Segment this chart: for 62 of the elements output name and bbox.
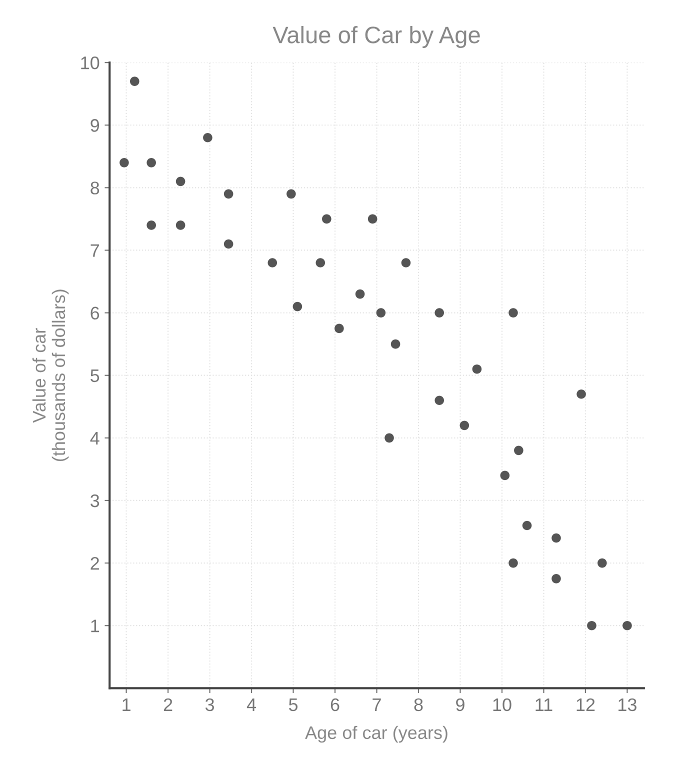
x-tick-label: 2	[164, 698, 172, 711]
point	[472, 364, 482, 374]
point	[224, 189, 234, 199]
x-tick-label: 1	[122, 698, 130, 711]
point	[376, 308, 386, 318]
x-tick-label: 12	[576, 698, 595, 711]
y-tick-label: 1	[91, 620, 99, 632]
point	[434, 396, 444, 406]
point	[368, 214, 378, 224]
point	[120, 158, 129, 168]
point	[176, 220, 186, 230]
x-tick-label: 9	[456, 698, 464, 712]
point	[522, 520, 532, 530]
point	[500, 470, 510, 480]
x-tick-label: 10	[493, 698, 512, 712]
x-tick-label: 3	[205, 698, 214, 712]
y-tick-label: 6	[90, 306, 100, 320]
point	[401, 258, 411, 268]
y-tick-label: 4	[90, 432, 100, 444]
point	[460, 420, 470, 430]
y-tick-label: 7	[90, 244, 99, 257]
point	[334, 324, 344, 334]
x-tick-label: 4	[246, 698, 256, 711]
point	[224, 239, 234, 249]
point	[508, 308, 518, 318]
x-axis-title: Age of car (years)	[305, 726, 448, 743]
y-tick-label: 8	[90, 182, 100, 194]
x-tick-label: 6	[330, 698, 340, 712]
y-tick-label: 10	[81, 56, 100, 70]
point	[508, 558, 518, 568]
x-tick-label: 13	[618, 698, 636, 712]
y-tick-label: 2	[90, 556, 99, 570]
point	[146, 220, 156, 230]
point	[384, 433, 394, 443]
point	[146, 158, 156, 168]
point	[576, 389, 586, 399]
point	[176, 176, 186, 186]
point	[552, 533, 561, 543]
point	[355, 289, 365, 299]
point	[130, 76, 140, 86]
x-tick-label: 8	[414, 698, 423, 712]
x-tick-label: 5	[288, 698, 298, 712]
y-axis-title: Value of car (thousands of dollars)	[32, 290, 69, 462]
point	[316, 258, 326, 268]
point	[390, 339, 400, 349]
x-tick-label: 11	[536, 698, 552, 711]
point	[286, 189, 296, 199]
y-tick-label: 9	[90, 119, 100, 132]
y-tick-label: 3	[90, 494, 100, 508]
x-tick-label: 7	[372, 698, 381, 711]
point	[203, 132, 212, 142]
chart-title: Value of Car by Age	[272, 26, 480, 48]
point	[587, 620, 596, 630]
point	[322, 214, 332, 224]
y-tick-label: 5	[90, 369, 100, 382]
point	[622, 620, 632, 630]
point	[268, 258, 278, 268]
point	[598, 558, 607, 568]
point	[292, 302, 302, 312]
point	[552, 574, 561, 584]
point	[434, 308, 444, 318]
point	[514, 446, 524, 456]
